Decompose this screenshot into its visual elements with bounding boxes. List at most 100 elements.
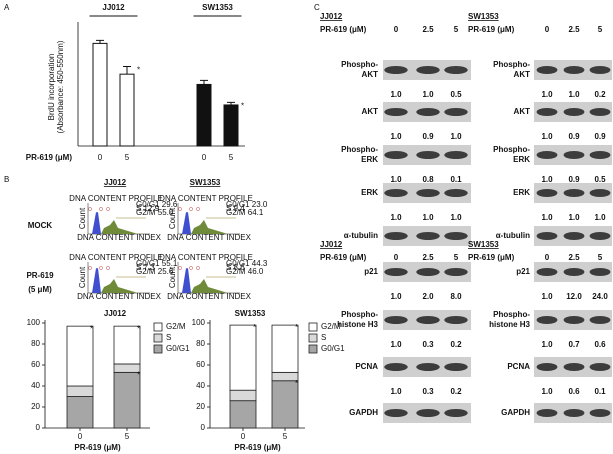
gate-marker (88, 207, 92, 211)
y-axis-label: BrdU incorporation(Absorbance: 450-550nm… (47, 40, 65, 133)
flow-header: DNA CONTENT PROFILE (159, 194, 253, 203)
dose-label: 5 (454, 253, 459, 262)
ratio: 0.5 (450, 90, 462, 99)
treatment-label: PR-619 (μM) (468, 253, 515, 262)
x-tick-label: 0 (202, 153, 207, 162)
band (444, 189, 468, 197)
bar-segment (66, 396, 94, 429)
ratio: 0.3 (422, 340, 434, 349)
y-tick-label: 0 (36, 423, 41, 432)
band (589, 409, 611, 417)
flow-y-label: Count (78, 266, 87, 288)
band (444, 151, 468, 159)
bar-segment (229, 324, 257, 391)
flow-stat: S 9.4 (226, 204, 245, 213)
band (563, 268, 585, 276)
flow-stat: S 12.9 (136, 204, 160, 213)
panel-label: A (4, 3, 10, 12)
y-tick-label: 40 (31, 381, 40, 390)
gate-marker (88, 266, 92, 270)
dose-label: 0 (545, 253, 550, 262)
bar (223, 104, 239, 147)
gate-marker (196, 266, 200, 270)
group-label: JJ012 (102, 3, 125, 12)
protein-label: ERK (361, 188, 378, 197)
x-tick-label: 5 (125, 432, 130, 441)
bar-segment (229, 400, 257, 429)
band (384, 66, 408, 74)
bar-segment (271, 380, 299, 429)
dose-label: 5 (598, 25, 603, 34)
protein-label: Phospho- (341, 310, 378, 319)
flow-x-label: DNA CONTENT INDEX (77, 233, 162, 242)
band (563, 108, 585, 116)
legend-label: G2/M (166, 322, 186, 331)
ratio: 0.2 (450, 340, 462, 349)
band (416, 316, 440, 324)
ratio: 12.0 (566, 292, 582, 301)
y-tick-label: 0 (201, 423, 206, 432)
ratio: 0.7 (568, 340, 580, 349)
y-tick-label: 20 (196, 402, 205, 411)
ratio: 0.9 (594, 132, 606, 141)
ratio: 0.2 (594, 90, 606, 99)
ratio: 1.0 (390, 90, 402, 99)
bar-segment (113, 325, 141, 365)
annotation: * (253, 323, 256, 332)
dose-label: 0 (394, 25, 399, 34)
y-axis-label-line: BrdU incorporation (47, 54, 56, 121)
band (563, 66, 585, 74)
y-tick-label: 20 (31, 402, 40, 411)
ratio: 0.5 (594, 175, 606, 184)
x-tick-label: 0 (78, 432, 83, 441)
band (589, 268, 611, 276)
band (536, 232, 558, 240)
band (536, 316, 558, 324)
column-title: JJ012 (104, 178, 127, 187)
x-tick-label: 5 (125, 153, 130, 162)
band (589, 151, 611, 159)
legend-label: G0/G1 (166, 344, 190, 353)
flow-stat: G2/M 64.1 (226, 208, 264, 217)
ratio: 1.0 (541, 340, 553, 349)
band (384, 151, 408, 159)
ratio: 1.0 (390, 132, 402, 141)
g2-area (191, 279, 228, 293)
annotation: * (137, 324, 140, 333)
ratio: 24.0 (592, 292, 608, 301)
band (563, 409, 585, 417)
bar-segment (113, 371, 141, 429)
gate-marker (106, 207, 110, 211)
bar (196, 83, 212, 147)
gate-marker (196, 207, 200, 211)
band (416, 108, 440, 116)
protein-label: ERK (513, 188, 530, 197)
gate-marker (178, 266, 182, 270)
legend-swatch (308, 322, 318, 332)
protein-label: AKT (514, 70, 531, 79)
error-bar (200, 79, 208, 85)
protein-label: ERK (513, 155, 530, 164)
flow-stat: G0/G1 44.3 (226, 259, 268, 268)
ratio: 0.6 (594, 340, 606, 349)
g1-peak (92, 268, 101, 293)
bar-segment (271, 324, 299, 373)
y-tick-label: 60 (196, 360, 205, 369)
treatment-label: PR-619 (μM) (320, 25, 367, 34)
protein-label: α-tubulin (496, 231, 530, 240)
flow-stat: G0/G1 23.0 (226, 200, 268, 209)
band (444, 268, 468, 276)
flow-y-label: Count (168, 266, 177, 288)
annotation: * (137, 370, 140, 379)
band (384, 108, 408, 116)
band (536, 151, 558, 159)
legend-label: G2/M (321, 322, 341, 331)
y-tick-label: 40 (196, 381, 205, 390)
band (563, 316, 585, 324)
band (589, 363, 611, 371)
band (416, 232, 440, 240)
ratio: 1.0 (450, 213, 462, 222)
protein-label: GAPDH (349, 408, 378, 417)
ratio: 1.0 (568, 90, 580, 99)
bar-segment (229, 389, 257, 402)
